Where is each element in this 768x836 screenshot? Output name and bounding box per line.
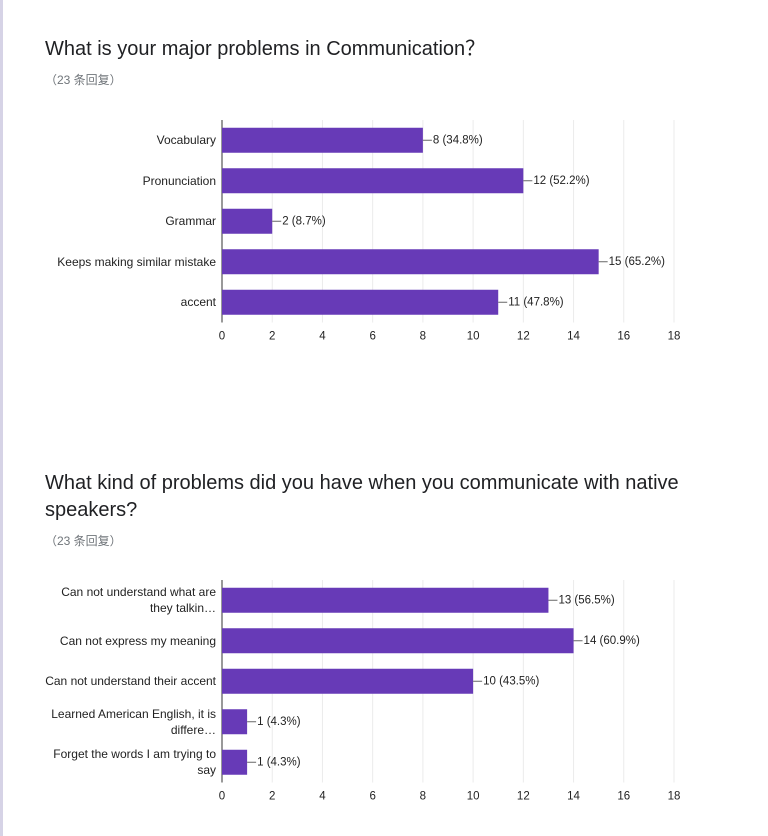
y-tick-label: Grammar [165,214,216,229]
category-label-box: Forget the words I am trying to say [53,747,216,778]
x-tick-label: 8 [420,331,426,343]
x-tick-label: 6 [369,331,375,343]
category-label-box: Keeps making similar mistake [57,254,216,269]
chart-subtitle: （23 条回复） [45,73,122,87]
chart: 0 2 4 6 8 10 12 14 16 18 Vocabulary 8 (34.8%) Pronun… [57,120,681,343]
value-label: 8 (34.8%) [433,134,483,146]
x-tick-label: 4 [319,331,326,343]
category-label-box: Learned American English, it is differe… [51,706,216,737]
y-tick-label: Can not understand what are they talkin… [61,585,216,616]
x-tick-label: 0 [219,331,225,343]
bar [222,709,248,735]
y-tick-label: Vocabulary [156,133,216,148]
category-label-box: Can not understand what are they talkin… [61,585,216,616]
x-tick-label: 0 [219,791,225,803]
y-tick-label: Pronunciation [142,173,216,188]
x-tick-label: 12 [517,331,530,343]
y-tick-label: Keeps making similar mistake [57,254,216,269]
y-tick-label: Can not express my meaning [59,633,216,648]
x-tick-label: 16 [617,791,630,803]
x-tick-label: 2 [269,791,275,803]
chart-subtitle: （23 条回复） [45,534,122,548]
category-label-box: Can not understand their accent [45,674,216,689]
bar [222,249,599,275]
x-tick-label: 12 [517,791,530,803]
category-label-box: Grammar [165,214,216,229]
y-tick-label: accent [180,295,216,310]
value-label: 11 (47.8%) [508,296,564,308]
bar [222,168,524,194]
bar [222,208,273,234]
value-label: 1 (4.3%) [257,756,301,768]
value-label: 12 (52.2%) [533,175,589,187]
value-label: 15 (65.2%) [609,256,665,268]
y-tick-label: Can not understand their accent [45,674,216,689]
bar [222,628,574,654]
x-tick-label: 18 [668,331,681,343]
x-tick-label: 10 [467,791,480,803]
value-label: 13 (56.5%) [558,594,614,606]
value-label: 1 (4.3%) [257,716,301,728]
x-tick-label: 4 [319,791,326,803]
category-label-box: Pronunciation [142,173,216,188]
x-tick-label: 6 [369,791,375,803]
x-tick-label: 18 [668,791,681,803]
category-label-box: Vocabulary [156,133,216,148]
bar [222,587,549,613]
bar [222,289,499,315]
bar [222,127,423,153]
chart: 0 2 4 6 8 10 12 14 16 18 Can not understand what a… [45,580,681,803]
x-tick-label: 8 [420,791,426,803]
x-tick-label: 14 [567,791,580,803]
value-label: 10 (43.5%) [483,675,539,687]
x-tick-label: 16 [617,331,630,343]
chart-title: What kind of problems did you have when … [45,472,679,521]
x-tick-label: 14 [567,331,580,343]
value-label: 14 (60.9%) [584,635,640,647]
category-label-box: Can not express my meaning [59,633,216,648]
chart-title: What is your major problems in Communica… [45,38,486,60]
value-label: 2 (8.7%) [282,215,326,227]
bar [222,749,248,775]
y-tick-label: Learned American English, it is differe… [51,706,216,737]
y-tick-label: Forget the words I am trying to say [53,747,216,778]
category-label-box: accent [180,295,216,310]
x-tick-label: 10 [467,331,480,343]
bar [222,668,474,694]
x-tick-label: 2 [269,331,275,343]
